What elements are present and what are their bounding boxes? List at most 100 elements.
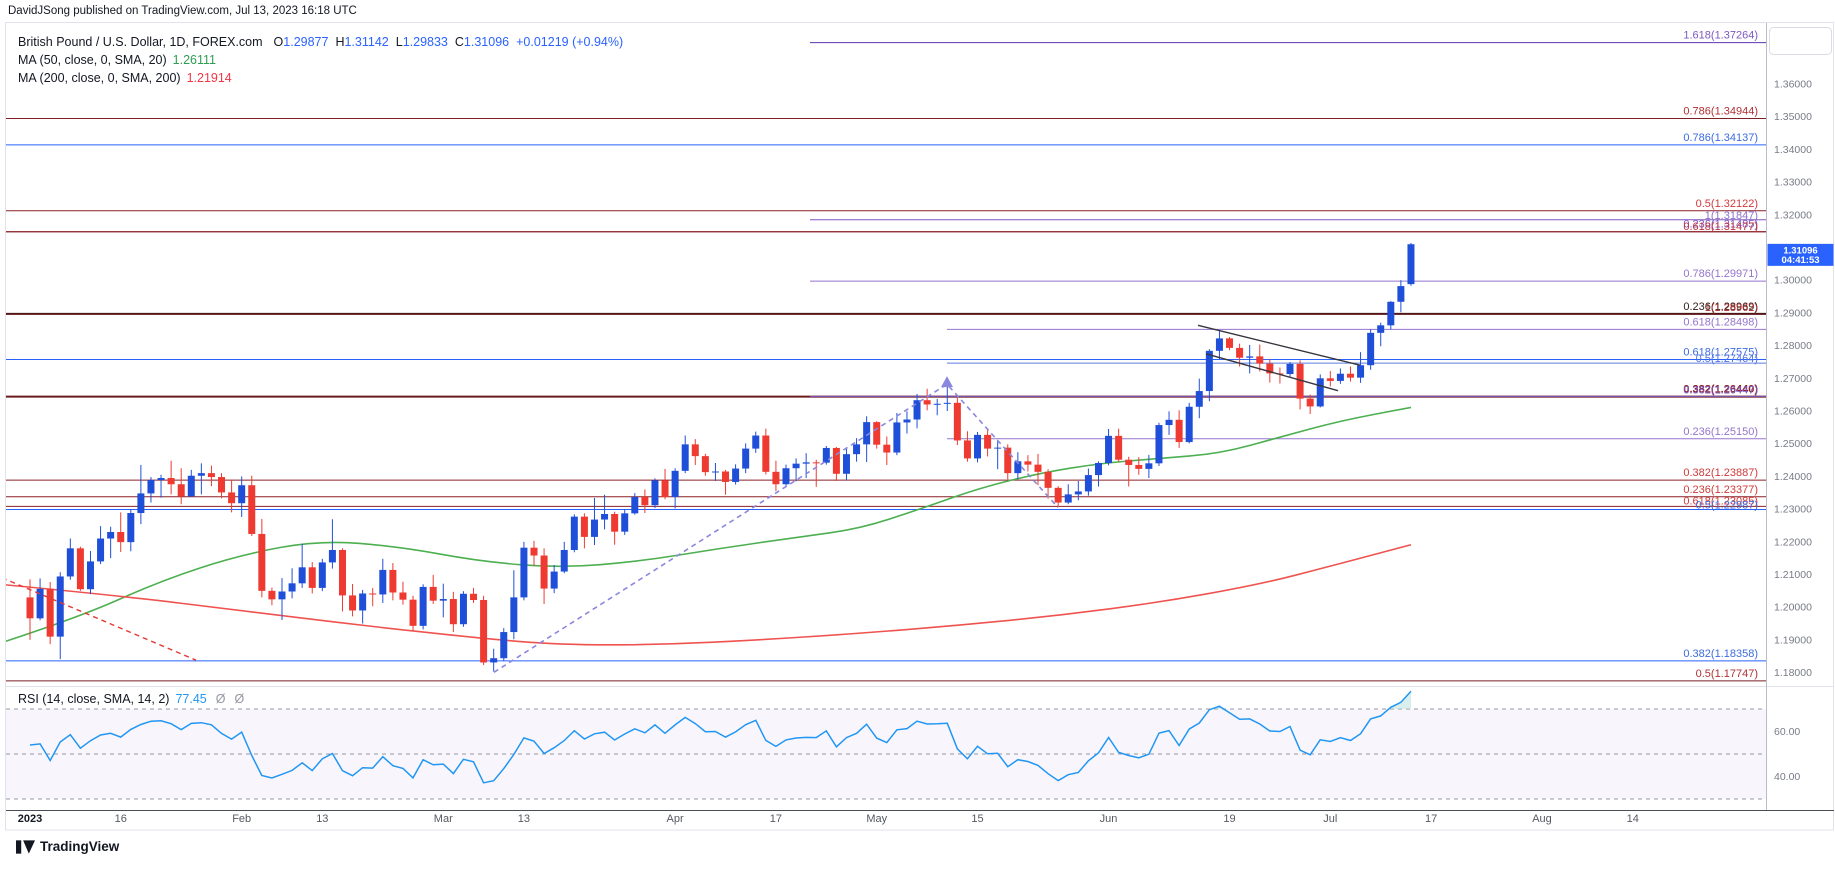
legend-text: Ø — [234, 692, 245, 706]
label: 0.5(1.22987) — [1696, 500, 1758, 512]
label: 0.236(1.28969) — [1683, 301, 1758, 313]
blank-axis-chip — [1769, 27, 1832, 55]
candle-body — [1074, 491, 1082, 495]
label: 1.30000 — [1774, 275, 1812, 287]
candle-body — [419, 586, 427, 626]
candle-body — [711, 471, 719, 473]
label: Apr — [667, 813, 684, 825]
candle-body — [641, 497, 649, 506]
candle-body — [318, 562, 326, 588]
ma200-line[interactable] — [0, 543, 1412, 646]
candle-body — [1195, 391, 1203, 407]
descending-channel-line[interactable] — [1205, 353, 1339, 392]
candle-body — [46, 588, 54, 637]
candle-body — [439, 599, 447, 601]
candle-body — [893, 422, 901, 453]
candle-body — [560, 549, 568, 572]
candle-body — [1336, 373, 1344, 381]
candle-body — [772, 471, 780, 485]
candle-body — [389, 569, 397, 593]
candle-body — [459, 593, 467, 625]
candle-body — [76, 548, 84, 590]
legend-text: L — [395, 35, 403, 49]
candle-body — [308, 567, 316, 588]
label: 17 — [1425, 813, 1437, 825]
label: 0.5(1.27464) — [1696, 353, 1758, 365]
moving-averages — [0, 406, 1412, 646]
ma200-legend[interactable]: MA (200, close, 0, SMA, 200) 1.21914 — [18, 69, 623, 87]
candle-body — [1346, 373, 1354, 378]
candle-body — [621, 513, 629, 532]
candle-body — [1175, 419, 1183, 443]
candle-body — [1185, 406, 1193, 443]
candle-body — [500, 632, 508, 659]
ma50-legend[interactable]: MA (50, close, 0, SMA, 20) 1.26111 — [18, 51, 623, 69]
candle-body — [157, 478, 165, 480]
price-axis[interactable]: 1.370001.360001.350001.340001.330001.320… — [1769, 27, 1832, 784]
candle-body — [218, 477, 226, 493]
label: 60.00 — [1774, 726, 1800, 738]
symbol-legend[interactable]: British Pound / U.S. Dollar, 1D, FOREX.c… — [18, 33, 623, 51]
candle-body — [1215, 338, 1223, 351]
candle-body — [449, 599, 457, 625]
candle-body — [1296, 363, 1304, 399]
downtrend-line[interactable] — [2, 578, 197, 661]
time-axis[interactable]: 2023 16 Feb 13 Mar 13 Apr 17 May 15 Jun 19 Jul 17 Aug 1… — [18, 813, 1639, 825]
candle-body — [379, 569, 387, 595]
label: May — [866, 813, 887, 825]
candle-body — [752, 435, 760, 449]
elliott-zigzag-line[interactable] — [493, 383, 1059, 673]
chart-drawings — [2, 324, 1361, 673]
label: 17 — [770, 813, 782, 825]
label: 0.236(1.25150) — [1683, 426, 1758, 438]
ma50-line[interactable] — [0, 406, 1412, 643]
candle-body — [26, 597, 34, 619]
candle-body — [207, 473, 215, 478]
label: 1.618(1.37264) — [1683, 30, 1758, 42]
candle-body — [631, 497, 639, 514]
candle-body — [1236, 347, 1244, 358]
label: 1.20000 — [1774, 602, 1812, 614]
label: 0.618(1.23085) — [1683, 495, 1758, 507]
label: 1(1.28962) — [1705, 302, 1758, 314]
label: 1.25000 — [1774, 438, 1812, 450]
candle-body — [1326, 378, 1334, 381]
candle-body — [953, 402, 961, 441]
label: 1.34000 — [1774, 144, 1812, 156]
candle-body — [1246, 356, 1254, 358]
candle-body — [1004, 447, 1012, 474]
candles-group[interactable] — [26, 242, 1415, 672]
candle-body — [187, 475, 195, 497]
label: Aug — [1532, 813, 1552, 825]
rsi-legend[interactable]: RSI (14, close, SMA, 14, 2) 77.45 Ø Ø — [18, 692, 244, 706]
candle-body — [832, 447, 840, 474]
label: 0.382(1.23887) — [1683, 467, 1758, 479]
descending-channel-line[interactable] — [1197, 324, 1361, 366]
candle-body — [853, 444, 861, 455]
candle-body — [822, 447, 830, 463]
label: Mar — [434, 813, 453, 825]
candle-body — [873, 422, 881, 445]
tradingview-logo[interactable]: TradingView — [16, 839, 119, 854]
rsi-line[interactable] — [29, 690, 1412, 784]
fib-level-lines — [6, 42, 1766, 682]
candle-body — [812, 462, 820, 464]
candle-body — [570, 516, 578, 550]
label: 0.236(1.23377) — [1683, 484, 1758, 496]
candle-body — [913, 400, 921, 420]
candle-body — [238, 485, 246, 504]
legend-text: 1.31142 — [344, 35, 389, 49]
legend-text: C — [454, 35, 464, 49]
candle-body — [1165, 419, 1173, 426]
candle-body — [742, 448, 750, 469]
label: 1.19000 — [1774, 634, 1812, 646]
rsi-pane[interactable] — [6, 690, 1766, 800]
label: 13 — [518, 813, 530, 825]
zigzag-arrowhead-icon — [941, 376, 953, 388]
candle-body — [1397, 286, 1405, 302]
label: 19 — [1223, 813, 1235, 825]
chart-legend: British Pound / U.S. Dollar, 1D, FOREX.c… — [18, 33, 623, 87]
candle-body — [1054, 487, 1062, 503]
